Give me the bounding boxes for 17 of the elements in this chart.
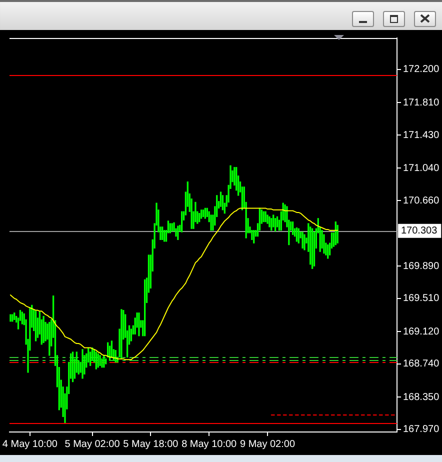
y-tick-label: 167.970	[403, 424, 440, 436]
x-tick-label: 5 May 02:00	[64, 438, 120, 450]
y-tick-label: 168.740	[403, 358, 440, 370]
x-tick-label: 4 May 10:00	[2, 438, 58, 450]
y-tick-label: 169.510	[403, 293, 440, 304]
y-tick-label: 171.040	[403, 162, 440, 174]
y-tick-label: 171.430	[403, 130, 440, 141]
ref-line-label: 170.303	[401, 226, 438, 237]
y-tick-label: 168.350	[403, 392, 440, 403]
x-tick-label: 9 May 02:00	[240, 438, 296, 450]
y-tick-label: 171.810	[403, 97, 440, 108]
y-tick-label: 169.890	[403, 260, 440, 272]
y-tick-label: 169.120	[403, 326, 440, 338]
y-tick-label: 170.660	[403, 195, 440, 206]
y-tick-label: 172.200	[403, 64, 440, 76]
x-tick-label: 8 May 10:00	[182, 438, 238, 450]
x-tick-label: 5 May 18:00	[123, 438, 179, 450]
